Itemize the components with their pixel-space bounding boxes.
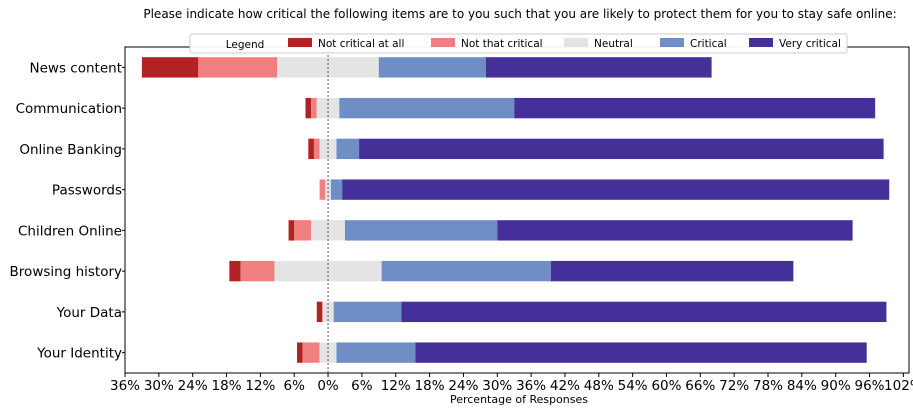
x-tick-label: 48% (584, 378, 614, 394)
bar-segment (229, 260, 241, 282)
legend-swatch (660, 38, 684, 47)
legend-title: Legend (226, 39, 265, 51)
legend-swatch (749, 38, 773, 47)
bar-segment (339, 97, 515, 119)
x-tick-label: 12% (381, 378, 411, 394)
x-tick-label: 60% (651, 378, 681, 394)
x-tick-label: 96% (855, 378, 885, 394)
bar-segment (141, 57, 199, 78)
bar-segment (550, 260, 794, 282)
x-tick-label: 18% (212, 378, 242, 394)
bar-segment (514, 97, 876, 119)
plot-border (124, 46, 910, 374)
x-tick-label: 102% (884, 378, 913, 394)
bar-segment (294, 220, 312, 241)
legend-swatch (564, 38, 588, 47)
bar-segment (198, 57, 278, 78)
bar-segment (344, 220, 498, 241)
x-tick-label: 72% (719, 378, 749, 394)
x-tick-label: 84% (787, 378, 817, 394)
bar-segment (319, 179, 326, 200)
legend-label: Neutral (594, 38, 633, 50)
bar-segment (336, 138, 360, 160)
category-label: Your Identity (36, 346, 122, 362)
x-tick-label: 36% (516, 378, 546, 394)
legend: Legend Not critical at all Not that critic… (189, 33, 848, 54)
plot-area (124, 46, 910, 374)
legend-label: Very critical (779, 38, 841, 50)
bar-segment (311, 97, 317, 119)
bar-segment (240, 260, 275, 282)
category-label: Passwords (52, 183, 122, 199)
bar-segment (342, 179, 890, 200)
x-tick-label: 78% (753, 378, 783, 394)
x-axis-ticks: 36% 30% 24% 18% 12% 6% 0% 6% 12% 18% 24% 30% 36% 42% 4… (110, 373, 913, 394)
bar-segment (325, 179, 331, 200)
bar-segment (378, 57, 486, 78)
bar-segment (415, 342, 867, 363)
x-tick-label: 18% (415, 378, 445, 394)
chart-title: Please indicate how critical the followi… (143, 7, 896, 21)
bar-segment (336, 342, 416, 363)
category-label: Online Banking (19, 142, 122, 158)
category-label: Communication (16, 101, 122, 117)
bar-segment (316, 301, 323, 323)
x-tick-label: 24% (178, 378, 208, 394)
category-label: Your Data (56, 305, 122, 321)
bar-segment (308, 138, 314, 160)
x-tick-label: 12% (245, 378, 275, 394)
category-label: News content (30, 60, 122, 76)
bar-segment (297, 342, 303, 363)
x-tick-label: 42% (550, 378, 580, 394)
bar-segment (302, 342, 320, 363)
bar-segment (311, 220, 345, 241)
legend-label: Not critical at all (318, 38, 404, 50)
bar-segment (485, 57, 712, 78)
bar-segment (288, 220, 295, 241)
category-label: Children Online (18, 223, 122, 239)
legend-swatch (288, 38, 312, 47)
x-tick-label: 6% (283, 378, 305, 394)
x-tick-label: 90% (821, 378, 851, 394)
x-tick-label: 30% (144, 378, 174, 394)
bar-segment (497, 220, 853, 241)
x-tick-label: 0% (317, 378, 339, 394)
x-axis-label: Percentage of Responses (450, 393, 588, 406)
legend-swatch (431, 38, 455, 47)
bar-segment (381, 260, 551, 282)
bar-segment (305, 97, 312, 119)
x-tick-label: 54% (618, 378, 648, 394)
legend-label: Not that critical (461, 38, 543, 50)
legend-label: Critical (690, 38, 727, 50)
bar-segment (330, 179, 343, 200)
x-tick-label: 66% (685, 378, 715, 394)
x-tick-label: 30% (482, 378, 512, 394)
x-tick-label: 24% (448, 378, 478, 394)
bar-segment (333, 301, 402, 323)
bar-segment (313, 138, 320, 160)
bars-group (141, 57, 890, 363)
bar-segment (401, 301, 887, 323)
category-label: Browsing history (10, 264, 122, 280)
category-labels: News content Communication Online Banking P… (10, 60, 125, 362)
x-tick-label: 36% (110, 378, 140, 394)
bar-segment (359, 138, 884, 160)
x-tick-label: 6% (351, 378, 373, 394)
